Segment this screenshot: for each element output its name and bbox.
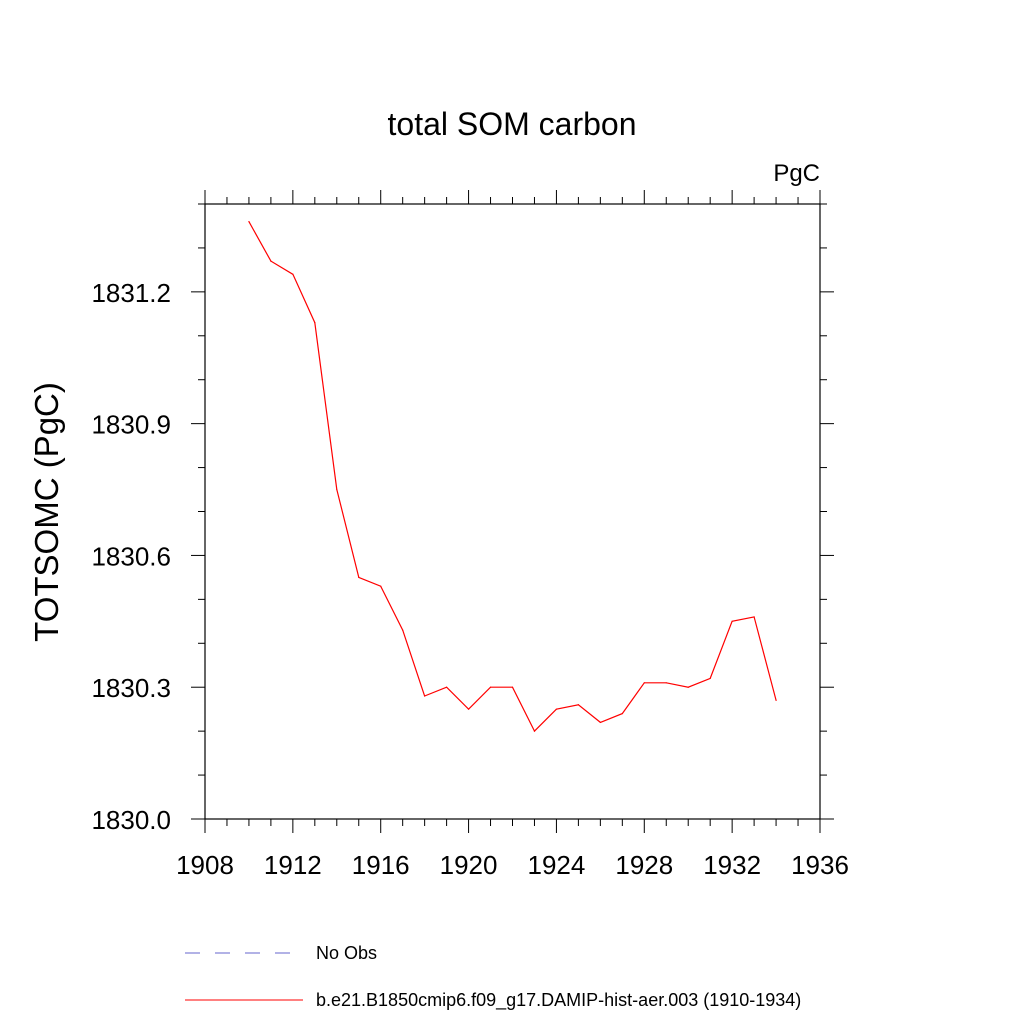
- data-point: [336, 488, 338, 491]
- data-point: [270, 260, 272, 262]
- data-point: [555, 708, 558, 710]
- data-point: [446, 686, 448, 688]
- y-tick-label: 1830.9: [91, 410, 171, 440]
- data-point: [402, 629, 404, 631]
- plot-frame: [204, 203, 821, 820]
- data-point: [599, 721, 601, 723]
- y-tick-label: 1830.6: [91, 541, 171, 571]
- legend-label-series: b.e21.B1850cmip6.f09_g17.DAMIP-hist-aer.…: [316, 990, 801, 1011]
- data-point: [467, 708, 470, 710]
- legend-label-no-obs: No Obs: [316, 943, 377, 963]
- data-point: [424, 695, 426, 697]
- data-point: [577, 704, 579, 706]
- x-tick-label: 1932: [703, 850, 761, 880]
- data-point: [775, 699, 777, 701]
- x-tick-label: 1912: [264, 850, 322, 880]
- data-point: [358, 576, 360, 578]
- series-line: [248, 221, 777, 733]
- chart-title: total SOM carbon: [388, 106, 637, 142]
- x-tick-label: 1908: [176, 850, 234, 880]
- data-point: [665, 682, 667, 684]
- x-tick-label: 1920: [440, 850, 498, 880]
- data-point: [753, 616, 755, 618]
- units-label: PgC: [773, 160, 820, 187]
- x-tick-label: 1936: [791, 850, 849, 880]
- y-tick-label: 1830.0: [91, 805, 171, 835]
- x-tick-label: 1924: [528, 850, 586, 880]
- data-point: [533, 730, 536, 732]
- data-point: [643, 682, 645, 684]
- data-point: [489, 686, 492, 688]
- data-point: [248, 220, 250, 223]
- data-point: [292, 273, 294, 275]
- data-point: [621, 712, 623, 715]
- data-point: [709, 677, 711, 680]
- x-tick-label: 1928: [615, 850, 673, 880]
- data-point: [511, 686, 514, 688]
- data-point: [687, 686, 689, 688]
- y-tick-label: 1831.2: [91, 278, 171, 308]
- y-tick-label: 1830.3: [91, 673, 171, 703]
- legend: No Obs b.e21.B1850cmip6.f09_g17.DAMIP-hi…: [185, 943, 801, 1011]
- data-point: [314, 322, 316, 324]
- data-point: [731, 620, 733, 622]
- x-tick-label: 1916: [352, 850, 410, 880]
- data-point: [380, 585, 382, 587]
- y-axis-label: TOTSOMC (PgC): [28, 382, 65, 642]
